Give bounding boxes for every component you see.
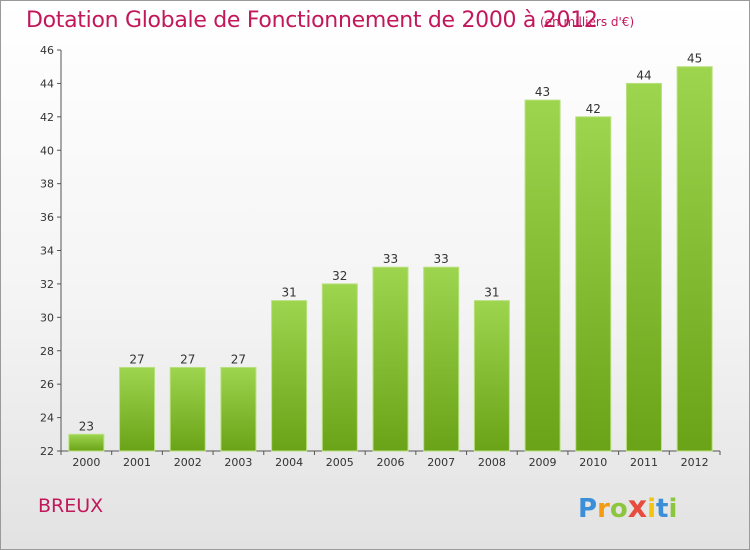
data-label: 43 <box>535 85 550 99</box>
logo-letter: r <box>597 494 610 524</box>
bar <box>575 116 612 452</box>
x-tick-label: 2002 <box>174 456 202 469</box>
y-tick-label: 32 <box>40 278 54 291</box>
data-label: 27 <box>180 352 195 366</box>
y-tick-label: 28 <box>40 345 54 358</box>
logo-letter: i <box>668 494 678 524</box>
logo-letter: t <box>656 494 669 524</box>
x-tick-label: 2006 <box>377 456 405 469</box>
y-tick-label: 26 <box>40 378 54 391</box>
data-label: 31 <box>484 286 499 300</box>
x-tick-label: 2007 <box>427 456 455 469</box>
x-tick-label: 2001 <box>123 456 151 469</box>
data-label: 23 <box>79 419 94 433</box>
bar <box>68 433 105 452</box>
logo-letter: P <box>578 494 598 524</box>
bar <box>169 366 206 452</box>
bar <box>372 266 409 452</box>
data-label: 27 <box>129 352 144 366</box>
y-tick-label: 22 <box>40 445 54 458</box>
y-tick-label: 34 <box>40 245 54 258</box>
logo-letter: o <box>609 494 628 524</box>
x-tick-label: 2003 <box>224 456 252 469</box>
bar <box>321 283 358 452</box>
x-tick-label: 2010 <box>579 456 607 469</box>
bar <box>271 300 308 452</box>
y-tick-label: 40 <box>40 144 54 157</box>
data-label: 27 <box>231 352 246 366</box>
y-tick-label: 36 <box>40 211 54 224</box>
y-tick-label: 24 <box>40 412 54 425</box>
data-label: 33 <box>434 252 449 266</box>
logo-letter: i <box>647 494 657 524</box>
bar <box>676 66 713 452</box>
x-tick-label: 2005 <box>326 456 354 469</box>
chart-subtitle: (en milliers d'€) <box>540 15 635 29</box>
y-tick-label: 44 <box>40 77 54 90</box>
x-tick-label: 2008 <box>478 456 506 469</box>
y-tick-label: 30 <box>40 311 54 324</box>
data-label: 32 <box>332 269 347 283</box>
x-tick-label: 2012 <box>681 456 709 469</box>
data-label: 44 <box>636 68 651 82</box>
bar <box>220 366 257 452</box>
bar <box>524 99 561 452</box>
commune-name: BREUX <box>38 495 104 517</box>
x-tick-label: 2011 <box>630 456 658 469</box>
logo-letter: x <box>627 490 648 525</box>
y-tick-label: 42 <box>40 111 54 124</box>
chart-title: Dotation Globale de Fonctionnement de 20… <box>26 8 598 33</box>
bar <box>119 366 156 452</box>
y-tick-label: 38 <box>40 178 54 191</box>
x-tick-label: 2009 <box>529 456 557 469</box>
data-label: 45 <box>687 52 702 66</box>
x-tick-label: 2004 <box>275 456 303 469</box>
data-label: 33 <box>383 252 398 266</box>
data-label: 31 <box>281 286 296 300</box>
data-label: 42 <box>586 102 601 116</box>
bar <box>423 266 460 452</box>
x-tick-label: 2000 <box>72 456 100 469</box>
bar <box>473 300 510 452</box>
proxiti-logo: Proxiti <box>578 490 677 525</box>
bar <box>625 82 662 452</box>
y-tick-label: 46 <box>40 44 54 57</box>
